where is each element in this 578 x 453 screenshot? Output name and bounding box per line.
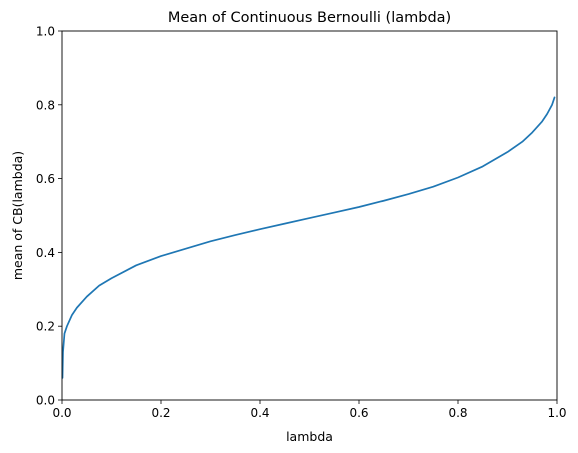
y-tick-label: 0.4 (36, 246, 55, 260)
plot-frame (61, 30, 558, 401)
y-axis-label: mean of CB(lambda) (10, 151, 25, 280)
x-tick-label: 1.0 (547, 406, 566, 420)
y-tick-label: 0.0 (36, 394, 55, 408)
data-layer (61, 96, 556, 379)
series-line-0 (61, 96, 556, 379)
x-tick-label: 0.8 (448, 406, 467, 420)
x-tick-label: 0.0 (52, 406, 71, 420)
y-tick-label: 0.6 (36, 172, 55, 186)
x-tick-label: 0.2 (151, 406, 170, 420)
chart-title: Mean of Continuous Bernoulli (lambda) (168, 10, 451, 26)
ticks-layer: 0.0 0.2 0.4 0.6 0.8 1.0 0.0 0.2 0.4 0.6 0.8 1.0 (36, 25, 567, 421)
x-tick-label: 0.4 (250, 406, 269, 420)
y-tick-label: 0.8 (36, 98, 55, 112)
plot-area (62, 31, 557, 400)
x-tick-label: 0.6 (349, 406, 368, 420)
y-tick-label: 1.0 (36, 25, 55, 39)
y-tick-label: 0.2 (36, 320, 55, 334)
x-axis-label: lambda (286, 429, 333, 444)
